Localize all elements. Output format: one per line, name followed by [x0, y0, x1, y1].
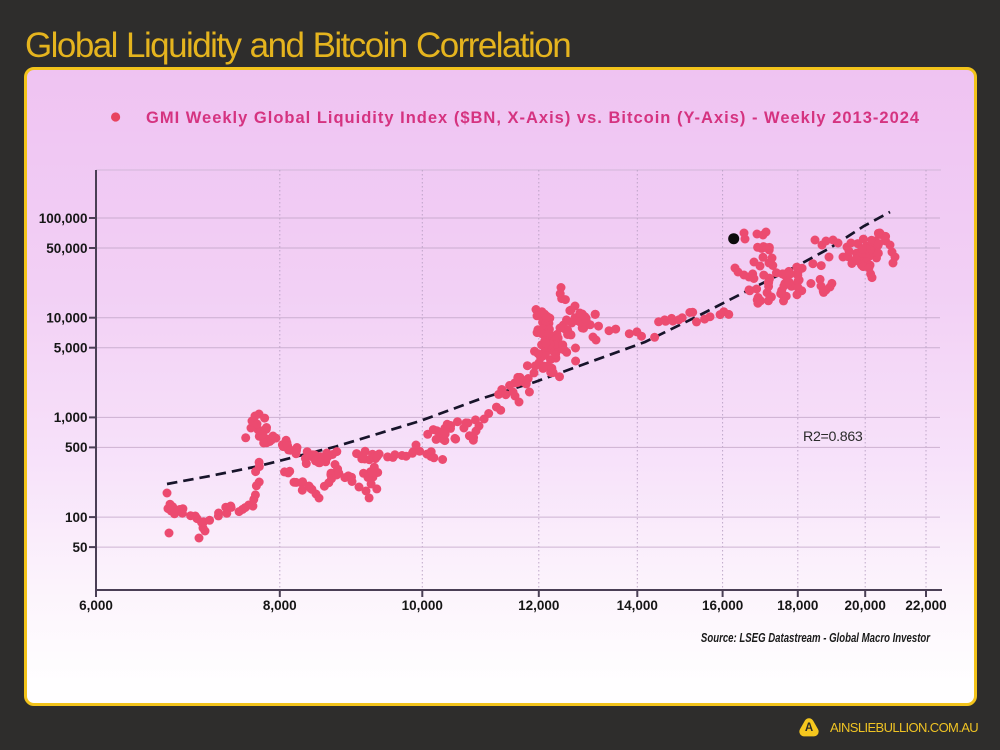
svg-text:500: 500 — [65, 440, 88, 455]
svg-text:50,000: 50,000 — [46, 241, 87, 256]
svg-text:10,000: 10,000 — [402, 598, 443, 613]
svg-text:A: A — [805, 722, 813, 734]
svg-text:22,000: 22,000 — [905, 598, 946, 613]
svg-text:5,000: 5,000 — [54, 341, 88, 356]
svg-text:6,000: 6,000 — [79, 598, 113, 613]
svg-text:100: 100 — [65, 510, 88, 525]
svg-text:R2=0.863: R2=0.863 — [803, 429, 863, 445]
svg-text:16,000: 16,000 — [702, 598, 743, 613]
svg-text:20,000: 20,000 — [845, 598, 886, 613]
svg-text:50: 50 — [72, 540, 87, 555]
svg-text:8,000: 8,000 — [263, 598, 297, 613]
svg-text:18,000: 18,000 — [777, 598, 818, 613]
svg-text:14,000: 14,000 — [617, 598, 658, 613]
svg-text:Source: LSEG Datastream - Glob: Source: LSEG Datastream - Global Macro I… — [701, 632, 931, 646]
svg-text:10,000: 10,000 — [46, 311, 87, 326]
svg-text:GMI Weekly Global Liquidity In: GMI Weekly Global Liquidity Index ($BN, … — [146, 109, 920, 127]
svg-text:1,000: 1,000 — [54, 410, 88, 425]
svg-text:100,000: 100,000 — [39, 211, 88, 226]
svg-text:12,000: 12,000 — [518, 598, 559, 613]
